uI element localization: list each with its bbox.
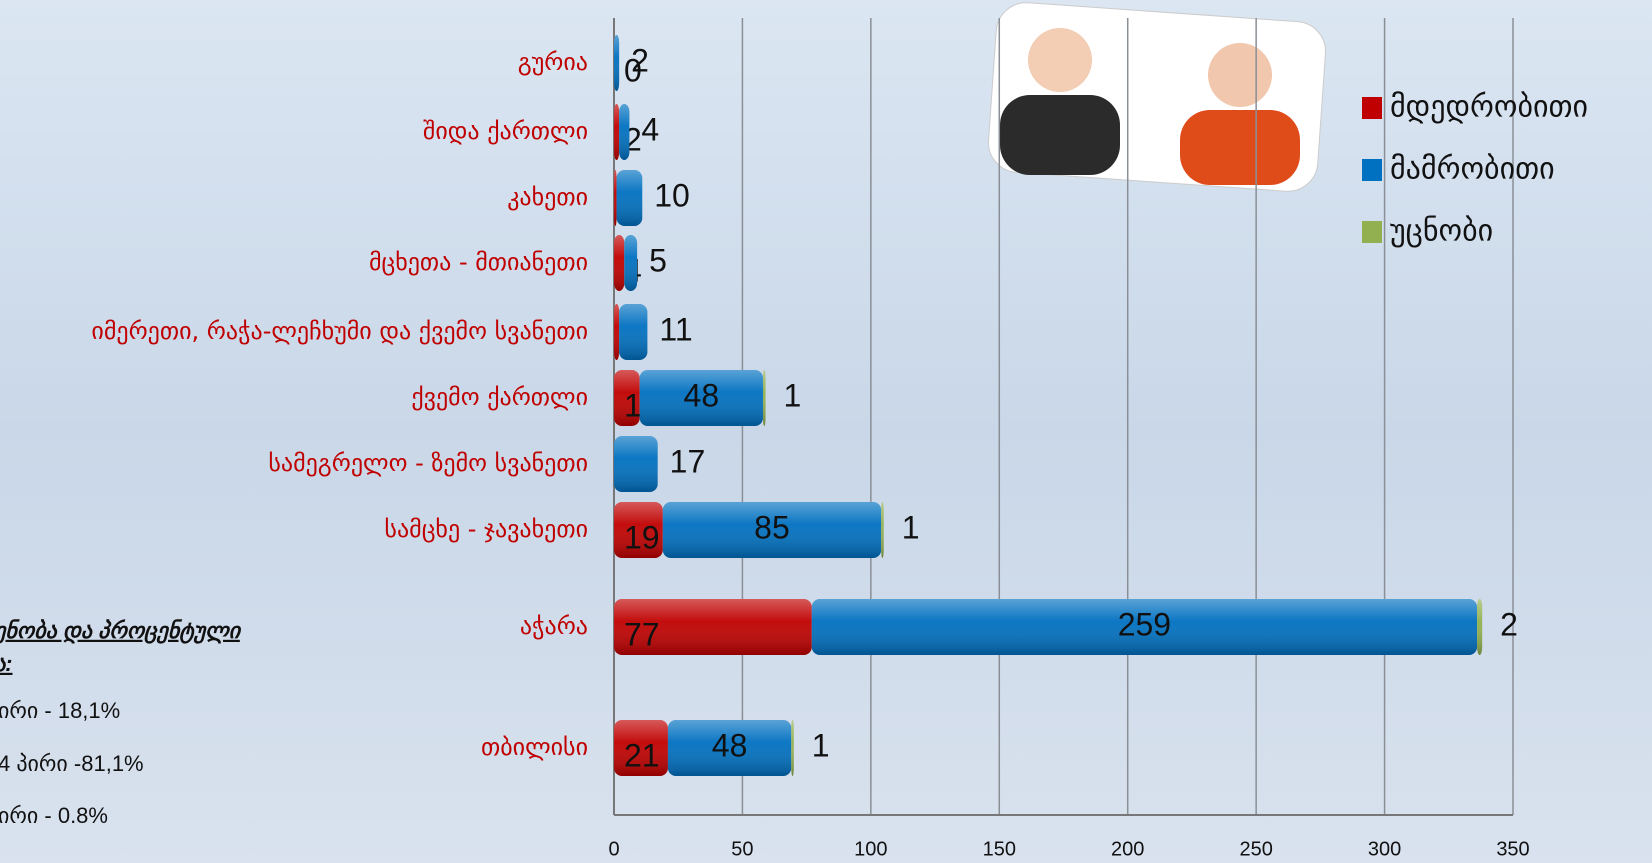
- category-label: აჭარა: [520, 612, 588, 640]
- value-label: 11: [659, 311, 692, 347]
- category-label: სამეგრელო - ზემო სვანეთი: [268, 449, 588, 477]
- x-tick-label: 350: [1496, 838, 1529, 860]
- x-tick-label: 300: [1368, 838, 1401, 860]
- bar-shine: [619, 104, 629, 160]
- category-label: ქვემო ქართლი: [411, 383, 588, 411]
- value-label: 1: [812, 727, 830, 763]
- category-label: გურია: [518, 48, 588, 76]
- note-text: 4 პირი -81,1%: [0, 751, 144, 776]
- bar-shine: [614, 304, 619, 360]
- bar-shine: [617, 170, 643, 226]
- value-label: 85: [754, 509, 790, 545]
- x-tick-label: 50: [731, 838, 753, 860]
- bar-shine: [1477, 599, 1482, 655]
- category-label: იმერეთი, რაჭა-ლეჩხუმი და ქვემო სვანეთი: [91, 317, 588, 345]
- bar-shine: [614, 104, 619, 160]
- x-tick-label: 150: [983, 838, 1016, 860]
- bar-shine: [881, 502, 884, 558]
- bar-shine: [624, 235, 637, 291]
- value-label: 2: [631, 42, 649, 78]
- value-label: 21: [624, 737, 660, 773]
- value-label: 1: [902, 509, 920, 545]
- bar-shine: [614, 235, 624, 291]
- value-label: 4: [641, 111, 659, 147]
- value-label: 10: [654, 177, 690, 213]
- value-label: 17: [670, 443, 706, 479]
- bar-shine: [763, 370, 766, 426]
- value-label: 19: [624, 519, 660, 555]
- chart: 050100150200250300350გურია02შიდა ქართლი2…: [0, 0, 1652, 863]
- category-label: სამცხე - ჯავახეთი: [384, 515, 588, 543]
- x-tick-label: 200: [1111, 838, 1144, 860]
- value-label: 5: [649, 242, 667, 278]
- legend-label: მდედრობითი: [1390, 90, 1588, 125]
- bar-shine: [614, 436, 658, 492]
- note-text: ენობა და პროცენტული: [0, 618, 242, 644]
- legend-swatch: [1362, 159, 1382, 181]
- category-label: მცხეთა - მთიანეთი: [369, 248, 588, 276]
- bar-shine: [614, 170, 617, 226]
- bar-shine: [791, 720, 794, 776]
- category-label: თბილისი: [481, 733, 588, 761]
- value-label: 1: [784, 377, 802, 413]
- value-label: 259: [1118, 606, 1171, 642]
- note-text: ირი - 0.8%: [0, 803, 108, 828]
- value-label: 77: [624, 616, 660, 652]
- legend-swatch: [1362, 97, 1382, 119]
- note-text: ა:: [0, 651, 13, 676]
- value-label: 2: [1500, 606, 1518, 642]
- legend-label: მამრობითი: [1390, 152, 1555, 187]
- x-tick-label: 0: [608, 838, 619, 860]
- x-tick-label: 250: [1239, 838, 1272, 860]
- people-picture: [986, 1, 1327, 194]
- legend-swatch: [1362, 221, 1382, 243]
- note-text: ირი - 18,1%: [0, 698, 120, 723]
- bar-shine: [619, 304, 647, 360]
- value-label: 48: [712, 727, 748, 763]
- category-label: შიდა ქართლი: [423, 117, 588, 145]
- x-tick-label: 100: [854, 838, 887, 860]
- bar-shine: [614, 35, 619, 91]
- legend-label: უცნობი: [1390, 214, 1493, 249]
- value-label: 48: [684, 377, 720, 413]
- category-label: კახეთი: [507, 183, 588, 211]
